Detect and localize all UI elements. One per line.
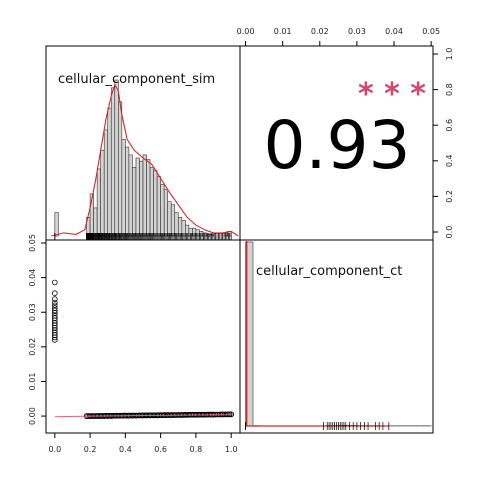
top-axis-tick-label: 0.05 bbox=[422, 27, 440, 36]
sim-hist-bar bbox=[125, 146, 130, 237]
scatter-point bbox=[51, 302, 58, 309]
scatter-point bbox=[51, 310, 58, 316]
axes-ticks: 0.00 0.01 0.02 0.03 0.04 0.05 0.0 0.2 0.4 0.6 0.8 1… bbox=[28, 27, 454, 454]
sim-hist-bar bbox=[199, 231, 204, 237]
right-axis-tick-label: 0.2 bbox=[445, 190, 454, 203]
sim-hist-bar bbox=[181, 220, 186, 237]
right-axis-tick-label: 1.0 bbox=[445, 48, 454, 61]
scatter-point bbox=[51, 334, 58, 341]
left-axis-tick-label: 0.02 bbox=[28, 338, 37, 356]
sim-hist-bar bbox=[160, 184, 165, 237]
scatter-loess-line bbox=[54, 414, 232, 418]
bottom-axis-tick-label: 0.4 bbox=[119, 445, 132, 454]
top-axis-tick-label: 0.02 bbox=[311, 27, 329, 36]
sim-hist-bar bbox=[121, 138, 126, 237]
right-axis-tick-label: 0.4 bbox=[445, 154, 454, 167]
bottom-axis-tick-label: 0.8 bbox=[190, 445, 203, 454]
sim-hist-bar bbox=[142, 154, 147, 237]
right-axis-tick-label: 0.8 bbox=[445, 83, 454, 96]
sim-hist-bar bbox=[163, 188, 168, 237]
scatter-point bbox=[51, 290, 58, 297]
scatter-point bbox=[51, 279, 58, 286]
sim-hist-bar bbox=[103, 129, 109, 237]
right-axis-tick-label: 0.6 bbox=[445, 119, 454, 132]
sim-hist-bar bbox=[114, 79, 119, 237]
top-axis-tick-label: 0.04 bbox=[385, 27, 403, 36]
sim-hist-bar bbox=[96, 168, 101, 237]
top-axis-tick-label: 0.01 bbox=[274, 27, 292, 36]
sim-hist-bar bbox=[135, 157, 140, 237]
sim-hist-bar bbox=[185, 224, 190, 237]
sim-density-curve bbox=[51, 83, 239, 237]
scatter-loess-curve bbox=[54, 414, 232, 418]
sim-hist-bar bbox=[139, 160, 144, 237]
panel-ct-histogram-frame bbox=[239, 239, 434, 434]
right-axis-tick-label: 0.0 bbox=[445, 226, 454, 239]
sim-hist-bar bbox=[54, 212, 59, 237]
sim-hist-bar bbox=[170, 204, 176, 237]
scatter-point bbox=[51, 307, 58, 314]
top-axis-tick-label: 0.00 bbox=[237, 27, 255, 36]
significance-stars: * * * bbox=[358, 77, 426, 112]
sim-rug bbox=[54, 233, 232, 240]
top-axis-tick-label: 0.03 bbox=[348, 27, 366, 36]
scatter-point bbox=[51, 296, 58, 302]
sim-hist-bar bbox=[153, 170, 158, 237]
scatter-points bbox=[51, 279, 235, 419]
left-axis-tick-label: 0.03 bbox=[28, 303, 37, 321]
sim-hist-bar bbox=[100, 149, 105, 237]
sim-hist-bar bbox=[128, 154, 133, 237]
left-axis-tick-label: 0.05 bbox=[28, 234, 37, 252]
bottom-axis-tick-label: 0.2 bbox=[84, 445, 97, 454]
left-axis-tick-label: 0.01 bbox=[28, 373, 37, 391]
diag-label-sim: cellular_component_sim bbox=[58, 72, 215, 87]
sim-hist-bar bbox=[167, 201, 172, 237]
bottom-axis-tick-label: 0.6 bbox=[154, 445, 167, 454]
diag-label-ct: cellular_component_ct bbox=[256, 264, 402, 279]
correlation-value: 0.93 bbox=[264, 107, 411, 184]
sim-hist-bar bbox=[107, 107, 112, 237]
sim-hist-bar bbox=[146, 159, 151, 237]
left-axis-tick-label: 0.04 bbox=[28, 269, 37, 287]
panel-scatter-frame bbox=[45, 239, 241, 434]
sim-hist-bar bbox=[93, 207, 98, 237]
ct-rug bbox=[245, 422, 390, 430]
scatter-point bbox=[51, 299, 58, 306]
sim-hist-bar bbox=[206, 234, 211, 237]
sim-hist-bar bbox=[156, 176, 161, 237]
sim-density-line bbox=[51, 83, 239, 237]
bottom-axis-tick-label: 1.0 bbox=[225, 445, 238, 454]
scatter-point bbox=[51, 337, 58, 343]
sim-hist-bar bbox=[118, 101, 123, 237]
bottom-axis-tick-label: 0.0 bbox=[48, 445, 61, 454]
sim-hist-bar bbox=[132, 167, 137, 237]
left-axis-tick-label: 0.00 bbox=[28, 407, 37, 425]
sim-histogram-bars bbox=[54, 79, 232, 237]
sim-hist-bar bbox=[149, 167, 154, 237]
sim-hist-bar bbox=[110, 87, 116, 237]
sim-hist-bar bbox=[174, 212, 179, 237]
